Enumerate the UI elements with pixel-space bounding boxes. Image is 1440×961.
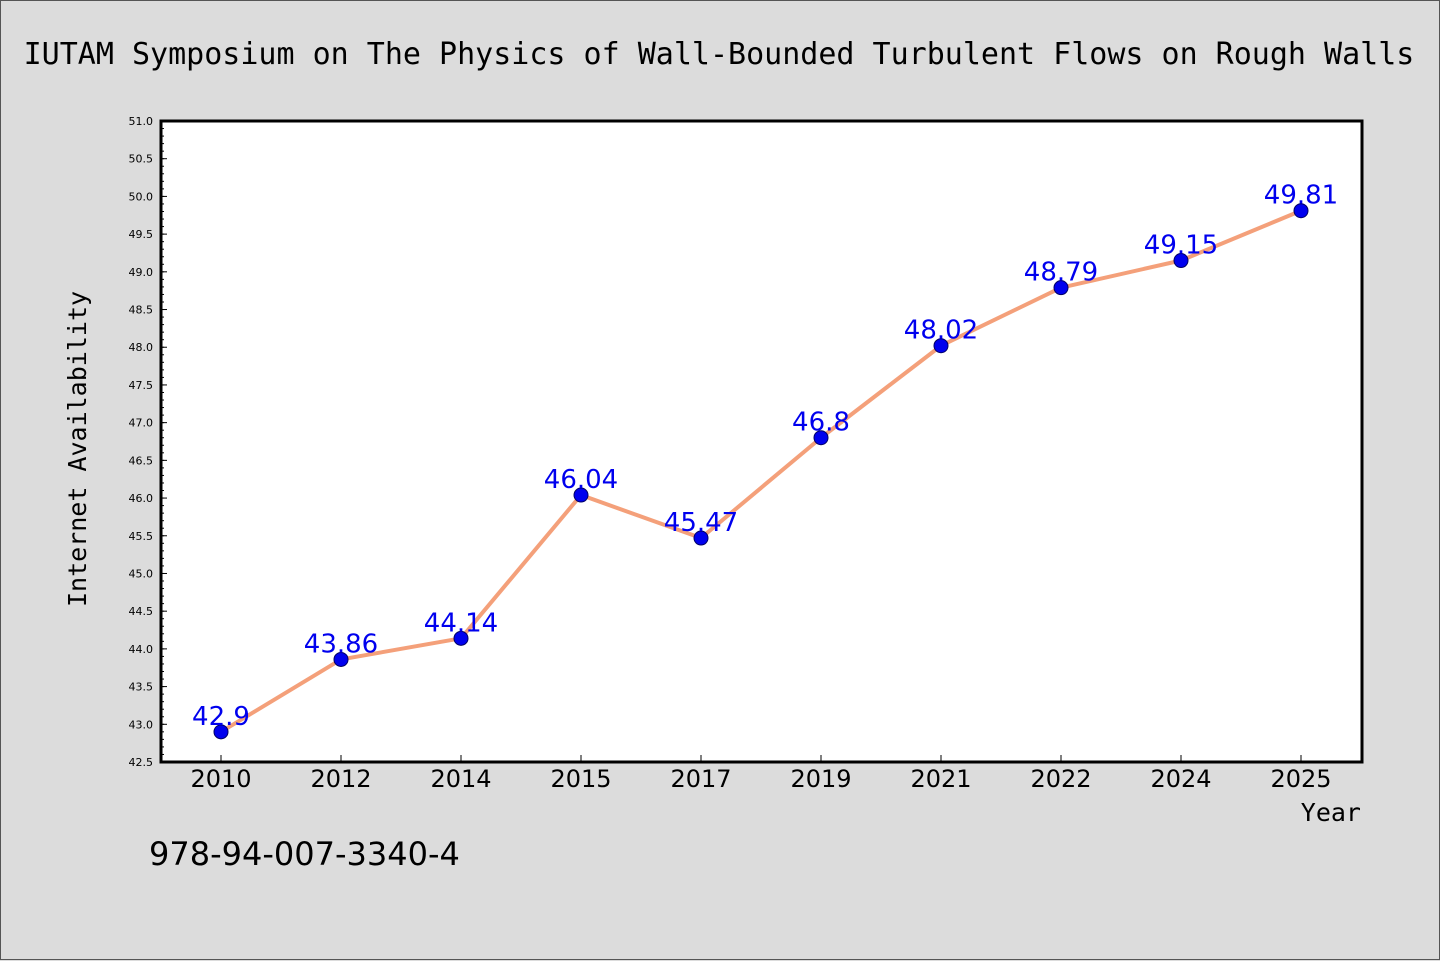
y-tick-label: 47.5 <box>129 379 154 392</box>
data-label: 46.04 <box>544 465 618 495</box>
x-tick-label: 2012 <box>310 765 371 793</box>
data-point <box>693 530 709 546</box>
data-label: 48.79 <box>1024 258 1098 288</box>
y-tick-label: 49.5 <box>129 228 154 241</box>
x-tick-label: 2015 <box>550 765 611 793</box>
y-tick-label: 44.0 <box>129 643 154 656</box>
y-tick-label: 43.0 <box>129 718 154 731</box>
y-tick-label: 51.0 <box>129 115 154 128</box>
data-label: 43.86 <box>304 629 378 659</box>
x-axis-label: Year <box>1301 798 1361 827</box>
y-tick-label: 44.5 <box>129 605 154 618</box>
data-point <box>1053 280 1069 296</box>
x-tick-label: 2017 <box>670 765 731 793</box>
y-tick-label: 48.5 <box>129 304 154 317</box>
data-label: 48.02 <box>904 316 978 346</box>
data-point <box>813 430 829 446</box>
data-label: 46.8 <box>792 408 850 438</box>
x-axis: 2010 2012 2014 2015 2017 2019 2021 2022 2024 2025 <box>190 755 1332 793</box>
y-axis: 42.5 43.0 43.5 44.0 44.5 45.0 45.5 46.0 46.5 47.0… <box>129 115 167 769</box>
data-point <box>1293 203 1309 219</box>
x-tick-label: 2024 <box>1150 765 1211 793</box>
data-point <box>1173 253 1189 269</box>
x-tick-label: 2021 <box>910 765 971 793</box>
y-tick-label: 49.0 <box>129 266 154 279</box>
data-label: 45.47 <box>664 508 738 538</box>
x-tick-label: 2014 <box>430 765 491 793</box>
y-tick-label: 48.0 <box>129 341 154 354</box>
series-line <box>219 208 1303 734</box>
data-label: 49.15 <box>1144 231 1218 261</box>
data-point <box>453 630 469 646</box>
data-point <box>933 338 949 354</box>
x-tick-label: 2025 <box>1270 765 1331 793</box>
data-point <box>333 651 349 667</box>
y-tick-label: 45.0 <box>129 567 154 580</box>
data-point <box>213 724 229 740</box>
y-tick-label: 43.5 <box>129 681 154 694</box>
x-tick-label: 2010 <box>190 765 251 793</box>
y-tick-label: 42.5 <box>129 756 154 769</box>
y-tick-label: 50.0 <box>129 190 154 203</box>
data-point <box>573 487 589 503</box>
y-tick-label: 46.5 <box>129 454 154 467</box>
data-label: 42.9 <box>192 702 250 732</box>
x-tick-label: 2022 <box>1030 765 1091 793</box>
data-label: 44.14 <box>424 608 498 638</box>
data-label: 49.81 <box>1264 181 1338 211</box>
y-tick-label: 47.0 <box>129 417 154 430</box>
chart-title: IUTAM Symposium on The Physics of Wall-B… <box>24 37 1415 72</box>
isbn-footnote: 978-94-007-3340-4 <box>149 835 460 873</box>
y-tick-label: 45.5 <box>129 530 154 543</box>
y-tick-label: 46.0 <box>129 492 154 505</box>
y-axis-label: Internet Availability <box>63 291 92 607</box>
data-series: 42.9 43.86 44.14 46.04 45.47 46.8 48.02 48.79 49… <box>192 181 1338 740</box>
y-tick-label: 50.5 <box>129 153 154 166</box>
x-tick-label: 2019 <box>790 765 851 793</box>
